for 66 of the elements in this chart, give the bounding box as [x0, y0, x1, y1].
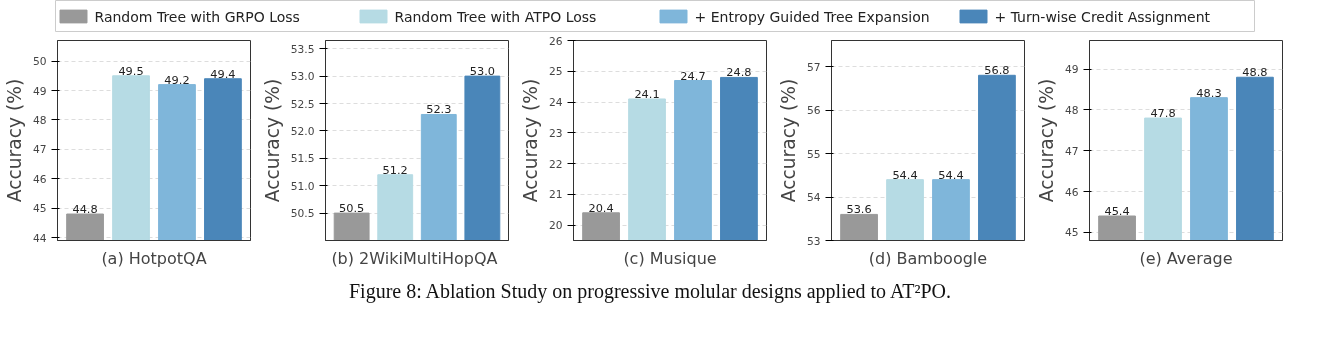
y-tick-label: 25: [548, 65, 563, 79]
data-label: 47.8: [1150, 106, 1176, 121]
y-axis-title: Accuracy (%): [777, 78, 799, 203]
data-label: 20.4: [588, 200, 614, 215]
data-label: 48.3: [1196, 85, 1222, 100]
caption: Figure 8: Ablation Study on progressive molular designs applied to AT²PO.: [348, 279, 952, 305]
y-axis-title: Accuracy (%): [1035, 78, 1057, 203]
legend-label: + Entropy Guided Tree Expansion: [694, 8, 930, 25]
legend-label: + Turn-wise Credit Assignment: [994, 8, 1211, 25]
y-tick-label: 49: [1064, 63, 1079, 77]
x-axis-title: (c) Musique: [623, 248, 717, 268]
data-label: 49.2: [164, 72, 190, 87]
y-tick-label: 45: [1064, 226, 1079, 240]
y-tick-label: 23: [548, 126, 563, 140]
y-tick-label: 56: [806, 104, 821, 118]
y-tick-label: 20: [548, 219, 563, 233]
data-label: 51.2: [382, 162, 408, 177]
data-label: 56.8: [984, 63, 1010, 78]
x-axis-title: (e) Average: [1139, 248, 1233, 268]
y-tick-label: 44: [32, 231, 47, 245]
data-label: 49.5: [118, 63, 144, 78]
y-tick-label: 24: [548, 96, 563, 110]
y-tick-label: 50: [32, 55, 47, 69]
y-tick-label: 22: [548, 157, 563, 171]
data-label: 24.8: [726, 65, 752, 80]
x-axis-title: (a) HotpotQA: [101, 248, 207, 268]
y-axis-title: Accuracy (%): [519, 78, 541, 203]
data-label: 54.4: [938, 167, 964, 182]
y-tick-label: 47: [1064, 144, 1079, 158]
y-tick-label: 55: [806, 147, 821, 161]
y-tick-label: 53.5: [290, 42, 315, 56]
data-label: 49.4: [210, 66, 236, 81]
y-tick-label: 47: [32, 143, 47, 157]
data-label: 52.3: [426, 102, 452, 117]
y-tick-label: 48: [32, 113, 47, 127]
data-label: 54.4: [892, 167, 918, 182]
legend-label: Random Tree with GRPO Loss: [94, 8, 300, 25]
data-label: 53.6: [846, 202, 872, 217]
y-tick-label: 21: [548, 188, 563, 202]
y-tick-label: 53.0: [290, 70, 315, 84]
y-tick-label: 51.5: [290, 152, 315, 166]
y-tick-label: 48: [1064, 103, 1079, 117]
x-axis-title: (b) 2WikiMultiHopQA: [331, 248, 498, 268]
y-tick-label: 51.0: [290, 179, 315, 193]
y-tick-label: 50.5: [290, 207, 315, 221]
y-tick-label: 46: [1064, 185, 1079, 199]
data-label: 44.8: [72, 202, 98, 217]
data-label: 50.5: [339, 201, 365, 216]
y-tick-label: 52.5: [290, 97, 315, 111]
y-tick-label: 49: [32, 84, 47, 98]
y-tick-label: 57: [806, 60, 821, 74]
y-tick-label: 52.0: [290, 124, 315, 138]
legend-label: Random Tree with ATPO Loss: [394, 8, 597, 25]
y-tick-label: 54: [806, 191, 821, 205]
y-tick-label: 26: [548, 34, 563, 48]
data-label: 45.4: [1104, 204, 1130, 219]
data-label: 24.1: [634, 86, 660, 101]
y-axis-title: Accuracy (%): [261, 78, 283, 203]
y-tick-label: 45: [32, 202, 47, 216]
data-label: 24.7: [680, 68, 706, 83]
y-tick-label: 46: [32, 172, 47, 186]
data-label: 53.0: [469, 64, 495, 79]
y-tick-label: 53: [806, 234, 821, 248]
x-axis-title: (d) Bamboogle: [868, 248, 988, 268]
data-label: 48.8: [1242, 65, 1268, 80]
y-axis-title: Accuracy (%): [3, 78, 25, 203]
